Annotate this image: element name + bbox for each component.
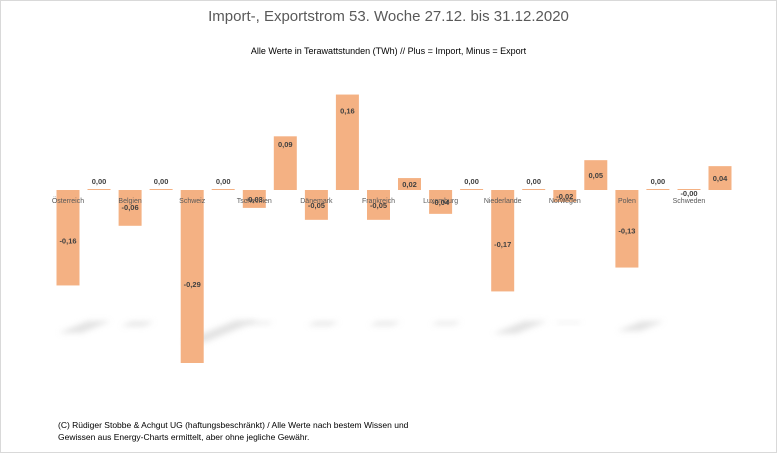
export-bar-6 — [429, 190, 453, 214]
export-data-label-6: -0,04 — [432, 198, 450, 207]
export-data-label-9: -0,13 — [618, 226, 635, 235]
bar-shadow — [369, 321, 402, 326]
category-label-8: Norwegen — [549, 198, 581, 205]
import-bar-3 — [273, 136, 297, 190]
export-data-label-1: -0,06 — [122, 203, 139, 212]
category-label-9: Polen — [618, 198, 636, 205]
import-data-label-10: 0,04 — [713, 174, 728, 183]
bar-shadow — [431, 321, 462, 325]
import-data-label-5: 0,02 — [402, 180, 417, 189]
import-bar-9 — [646, 189, 670, 190]
chart-title: Import-, Exportstrom 53. Woche 27.12. bi… — [208, 8, 569, 25]
copyright-footer: (C) Rüdiger Stobbe & Achgut UG (haftungs… — [58, 419, 478, 443]
bar-shadow — [306, 321, 340, 326]
import-bar-5 — [398, 178, 421, 190]
import-bar-0 — [87, 189, 111, 190]
category-label-5: Frankreich — [362, 198, 395, 205]
export-data-label-2: -0,29 — [184, 280, 201, 289]
bar-shadow — [58, 321, 111, 334]
import-data-label-3: 0,09 — [278, 140, 293, 149]
category-label-10: Schweden — [673, 198, 706, 205]
category-label-3: Tschechien — [237, 198, 272, 205]
export-data-label-4: -0,05 — [308, 201, 325, 210]
export-bar-0 — [56, 190, 80, 286]
import-bar-4 — [335, 94, 359, 190]
import-data-label-2: 0,00 — [216, 177, 231, 186]
labels: Österreich -0,16 0,00 Belgien-0,06 0,00 Schwe… — [52, 107, 728, 289]
export-data-label-8: -0,02 — [556, 192, 573, 201]
import-data-label-0: 0,00 — [92, 177, 107, 186]
footer-line-1: (C) Rüdiger Stobbe & Achgut UG (haftungs… — [58, 420, 409, 430]
category-label-7: Niederlande — [484, 198, 522, 205]
import-data-label-8: 0,05 — [588, 171, 603, 180]
bar-shadows — [58, 320, 665, 342]
export-bar-1 — [118, 190, 142, 226]
export-bar-3 — [242, 190, 266, 208]
category-label-2: Schweiz — [179, 198, 206, 205]
import-data-label-9: 0,00 — [651, 177, 666, 186]
import-data-label-4: 0,16 — [340, 107, 355, 116]
export-data-label-5: -0,05 — [370, 201, 387, 210]
bars — [56, 94, 732, 363]
export-bar-5 — [367, 190, 390, 220]
export-data-label-10: -0,00 — [680, 189, 697, 198]
chart-subtitle: Alle Werte in Terawattstunden (TWh) // P… — [250, 46, 527, 56]
category-label-1: Belgien — [118, 198, 141, 205]
import-bar-8 — [584, 160, 608, 190]
category-label-4: Dänemark — [300, 198, 333, 205]
bar-shadow — [555, 321, 582, 324]
export-data-label-3: -0,03 — [246, 195, 263, 204]
import-bar-10 — [708, 166, 732, 190]
bar-shadow — [493, 320, 548, 334]
export-data-label-7: -0,17 — [494, 240, 511, 249]
import-bar-7 — [522, 189, 546, 190]
bar-shadow — [617, 321, 665, 331]
export-bar-10 — [677, 189, 701, 190]
export-bar-7 — [491, 190, 515, 292]
import-bar-6 — [460, 189, 484, 190]
bar-shadow — [120, 321, 155, 327]
footer-line-2: Gewissen aus Energy-Charts ermittelt, ab… — [58, 432, 310, 442]
import-bar-1 — [149, 189, 173, 190]
export-bar-2 — [180, 190, 204, 363]
import-data-label-7: 0,00 — [526, 177, 541, 186]
import-data-label-1: 0,00 — [154, 177, 169, 186]
export-data-label-0: -0,16 — [59, 236, 76, 245]
bar-shadow — [244, 321, 274, 325]
export-bar-8 — [553, 190, 577, 202]
export-bar-4 — [304, 190, 328, 220]
import-bar-2 — [211, 189, 235, 190]
import-data-label-6: 0,00 — [464, 177, 479, 186]
category-label-6: Luxemburg — [423, 198, 458, 205]
category-label-0: Österreich — [52, 197, 84, 205]
export-bar-9 — [615, 190, 639, 268]
